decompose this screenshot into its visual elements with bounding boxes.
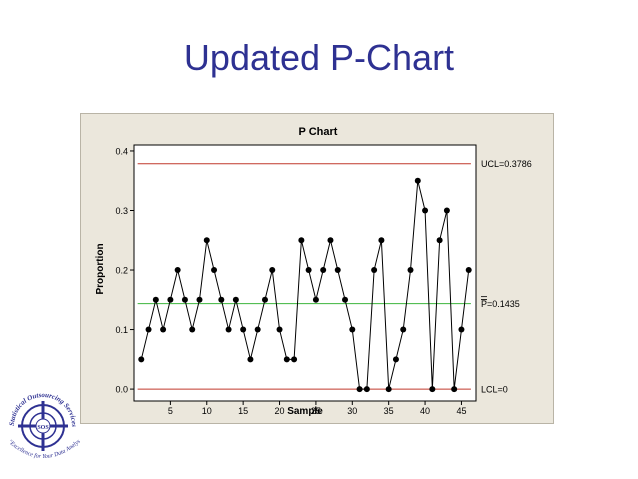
- chart-title: P Chart: [299, 126, 338, 138]
- x-tick-label: 30: [347, 406, 357, 416]
- data-point: [291, 356, 298, 363]
- data-point: [422, 207, 429, 214]
- ucl-label: UCL=0.3786: [481, 159, 532, 169]
- x-tick-label: 20: [275, 406, 285, 416]
- data-point: [160, 326, 167, 333]
- p-chart: P Chart 0.0 0.1 0.2 0.3 0.4 5 10 15 20 25 30 35 40 4…: [95, 126, 532, 417]
- data-point: [225, 326, 232, 333]
- company-logo: SOS Statistical Outsourcing Services "Ex…: [2, 384, 82, 460]
- data-point: [465, 267, 472, 274]
- x-axis-label: Sample: [287, 406, 323, 417]
- center-label: P=0.1435: [481, 299, 520, 309]
- data-point: [451, 386, 458, 393]
- data-point: [320, 267, 327, 274]
- data-point: [261, 296, 268, 303]
- control-limits: UCL=0.3786 P=0.1435 LCL=0: [137, 159, 532, 395]
- data-point: [232, 296, 239, 303]
- data-point: [269, 267, 276, 274]
- data-point: [189, 326, 196, 333]
- data-point: [181, 296, 188, 303]
- data-point: [392, 356, 399, 363]
- data-point: [283, 356, 290, 363]
- data-point: [385, 386, 392, 393]
- data-point: [152, 296, 159, 303]
- data-point: [240, 326, 247, 333]
- data-point: [276, 326, 283, 333]
- data-point: [312, 296, 319, 303]
- y-tick-label: 0.1: [115, 325, 128, 335]
- x-tick-label: 35: [384, 406, 394, 416]
- x-tick-label: 5: [168, 406, 173, 416]
- data-point: [378, 237, 385, 244]
- y-axis-label: Proportion: [95, 243, 106, 294]
- data-point: [363, 386, 370, 393]
- data-point: [334, 267, 341, 274]
- data-point: [443, 207, 450, 214]
- data-point: [436, 237, 443, 244]
- slide-title: Updated P-Chart: [183, 37, 455, 78]
- y-tick-label: 0.2: [115, 266, 128, 276]
- data-point: [349, 326, 356, 333]
- data-point: [342, 296, 349, 303]
- data-point: [305, 267, 312, 274]
- y-tick-label: 0.4: [115, 146, 128, 156]
- y-axis: 0.0 0.1 0.2 0.3 0.4: [115, 146, 134, 395]
- series-line: [140, 180, 470, 390]
- x-tick-label: 25: [311, 406, 321, 416]
- center-label-value: =0.1435: [487, 299, 520, 309]
- data-point: [298, 237, 305, 244]
- plot-area: [133, 144, 477, 402]
- data-point: [174, 267, 181, 274]
- data-point: [247, 356, 254, 363]
- data-point: [145, 326, 152, 333]
- data-point: [254, 326, 261, 333]
- data-point: [458, 326, 465, 333]
- data-point: [407, 267, 414, 274]
- x-axis: 5 10 15 20 25 30 35 40 45: [168, 401, 466, 416]
- x-tick-label: 45: [456, 406, 466, 416]
- data-point: [414, 177, 421, 184]
- data-point: [327, 237, 334, 244]
- x-tick-label: 15: [238, 406, 248, 416]
- data-point: [356, 386, 363, 393]
- data-point: [218, 296, 225, 303]
- data-point: [138, 356, 145, 363]
- data-point: [400, 326, 407, 333]
- data-point: [167, 296, 174, 303]
- center-label-symbol: P: [481, 299, 487, 309]
- proportion-series: [138, 177, 472, 393]
- x-tick-label: 40: [420, 406, 430, 416]
- data-point: [196, 296, 203, 303]
- data-point: [429, 386, 436, 393]
- chart-panel: P Chart 0.0 0.1 0.2 0.3 0.4 5 10 15 20 25 30 35 40 4…: [80, 113, 554, 424]
- x-tick-label: 10: [202, 406, 212, 416]
- data-point: [211, 267, 218, 274]
- data-point: [203, 237, 210, 244]
- data-point: [371, 267, 378, 274]
- logo-monogram: SOS: [37, 425, 49, 431]
- lcl-label: LCL=0: [481, 385, 508, 395]
- y-tick-label: 0.3: [115, 206, 128, 216]
- y-tick-label: 0.0: [115, 385, 128, 395]
